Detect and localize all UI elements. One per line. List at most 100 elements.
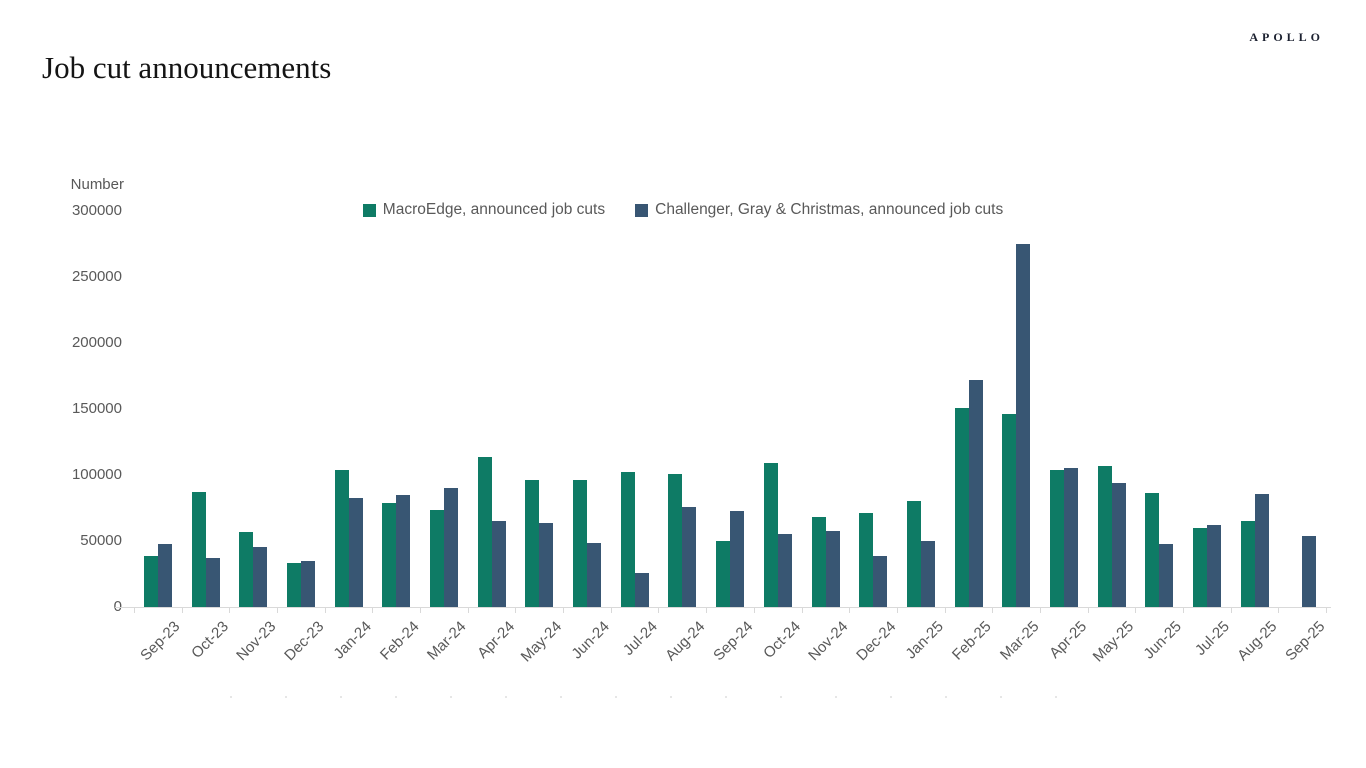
page-title: Job cut announcements [42,50,332,85]
x-axis-tick [1230,608,1232,613]
x-axis-tick [944,608,946,613]
legend-swatch-icon [635,203,649,217]
x-axis-category-label: Aug-24 [662,618,709,665]
bar-challenger [1302,535,1317,607]
bar-challenger [634,572,649,607]
x-axis-tick [801,608,803,613]
bar-challenger [730,510,745,607]
y-axis-title: Number [70,176,124,193]
bar-macroedge [859,512,874,607]
bar-challenger [920,541,935,607]
x-axis-category-label: Jun-25 [1140,618,1186,663]
bar-macroedge [1192,528,1207,607]
legend-swatch-icon [362,203,376,217]
x-axis-category-label: Mar-25 [996,618,1043,664]
x-axis-category-label: Apr-25 [1045,618,1090,662]
bar-challenger [253,546,268,607]
bar-macroedge [716,541,731,607]
x-axis-category-label: Jul-24 [619,618,661,659]
bar-macroedge [477,456,492,607]
bar-challenger [1111,483,1126,607]
bar-challenger [396,495,411,607]
x-axis-tick [992,608,994,613]
bar-macroedge [239,531,254,607]
bar-challenger [777,533,792,607]
x-axis-tick [1278,608,1280,613]
x-axis-category-label: Dec-23 [280,618,327,665]
x-axis-category-label: May-24 [517,618,566,666]
y-axis-tick-label: 300000 [71,202,122,219]
x-axis-tick [372,608,374,613]
clipped-footnote-artifact [230,696,1110,698]
bar-macroedge [573,479,588,607]
bar-macroedge [1145,493,1160,607]
bar-macroedge [811,517,826,607]
x-axis-tick [1135,608,1137,613]
x-axis-tick [1326,608,1327,613]
x-axis-category-label: Nov-24 [805,618,852,665]
bar-challenger [491,521,506,607]
bar-macroedge [1002,414,1017,607]
x-axis-tick [753,608,755,613]
x-axis-tick [896,608,898,613]
x-axis-category-label: Feb-24 [376,618,423,664]
x-axis-category-label: Sep-24 [709,618,757,665]
y-axis-tick-label: 0 [40,598,122,616]
bar-macroedge [144,555,158,607]
x-axis-tick [420,608,422,613]
x-axis-tick [849,608,851,613]
bar-challenger [348,498,363,607]
bar-challenger [587,542,602,607]
bar-macroedge [1240,520,1255,607]
x-axis-category-label: Feb-25 [948,618,995,664]
bar-macroedge [763,463,778,607]
x-axis-category-label: Dec-24 [852,618,900,665]
x-axis-category-label: Sep-25 [1281,618,1329,665]
x-axis-tick [706,608,708,613]
bar-challenger [205,558,220,607]
bar-challenger [1063,467,1078,607]
x-axis-tick [515,608,517,613]
bar-macroedge [954,407,969,607]
bar-macroedge [287,563,302,607]
x-axis-category-label: Jun-24 [568,618,613,663]
x-axis-tick [610,608,612,613]
x-axis-category-label: Apr-24 [473,618,518,662]
y-axis-tick-label: 150000 [71,400,122,417]
x-axis-category-label: Oct-24 [759,618,804,662]
bar-challenger [301,561,316,607]
bar-challenger [539,522,554,607]
x-axis-category-label: Oct-23 [187,618,232,662]
x-axis-tick [181,608,183,613]
legend-item: Challenger, Gray & Christmas, announced … [635,201,1003,219]
bar-macroedge [334,470,349,607]
bar-macroedge [525,480,540,607]
x-axis-category-label: Mar-24 [424,618,470,664]
x-axis-tick [277,608,279,613]
y-axis-tick-label: 250000 [71,268,122,285]
x-axis-tick [134,608,135,613]
apollo-logo: APOLLO [1249,30,1324,44]
y-axis-tick-label: 200000 [71,334,122,351]
y-axis-tick-label: 100000 [71,466,122,483]
x-axis-tick [1039,608,1041,613]
bar-macroedge [668,474,683,607]
bar-macroedge [1049,470,1064,607]
x-axis-tick [229,608,231,613]
bar-challenger [158,544,172,607]
legend-label: MacroEdge, announced job cuts [382,201,606,218]
bar-challenger [682,506,697,607]
x-axis-tick [1087,608,1089,613]
x-axis-tick [324,608,326,613]
bar-challenger [1159,543,1174,607]
legend-label: Challenger, Gray & Christmas, announced … [655,201,1004,218]
x-axis-category-label: Jan-25 [902,618,947,663]
x-axis-tick [1182,608,1184,613]
x-axis-tick [563,608,565,613]
bar-macroedge [906,501,921,607]
x-axis-category-label: May-25 [1090,618,1138,666]
x-axis-line [115,607,1331,608]
bar-macroedge [191,491,206,607]
bar-macroedge [430,509,445,607]
